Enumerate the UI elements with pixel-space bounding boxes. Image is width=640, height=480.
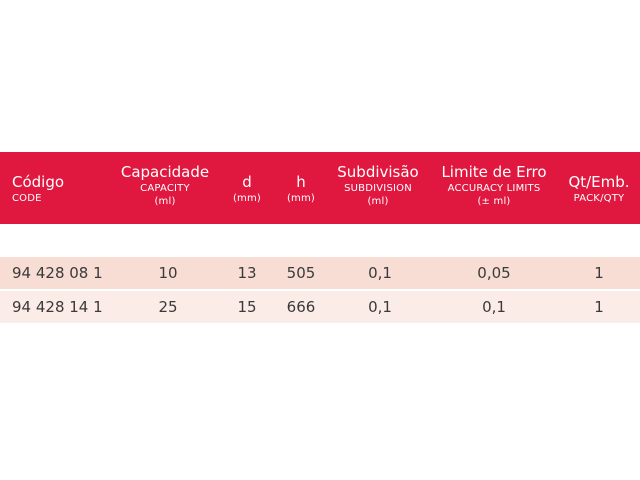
header-pack-qty-title: Qt/Emb. — [568, 173, 630, 191]
cell-pack-qty: 1 — [594, 264, 604, 282]
cell-capacity: 25 — [158, 298, 178, 316]
header-accuracy-unit: (± ml) — [477, 196, 511, 207]
header-diameter: d (mm) — [228, 152, 266, 245]
header-code-subtitle: CODE — [12, 193, 42, 204]
table-row: 94 428 14 1 25 15 666 0,1 0,1 1 — [0, 291, 640, 323]
header-pack-qty: Qt/Emb. PACK/QTY — [560, 152, 638, 245]
header-subdivision: Subdivisão SUBDIVISION (ml) — [330, 152, 426, 235]
header-subdivision-title: Subdivisão — [337, 163, 419, 181]
cell-diameter: 15 — [237, 298, 257, 316]
table-row: 94 428 08 1 10 13 505 0,1 0,05 1 — [0, 257, 640, 289]
header-accuracy-subtitle: ACCURACY LIMITS — [447, 183, 541, 194]
header-capacity: Capacidade CAPACITY (ml) — [112, 152, 218, 235]
header-code-title: Código — [12, 173, 65, 191]
header-capacity-title: Capacidade — [120, 163, 210, 181]
cell-diameter: 13 — [237, 264, 257, 282]
cell-capacity: 10 — [158, 264, 178, 282]
header-diameter-unit: (mm) — [232, 193, 262, 204]
header-diameter-title: d — [242, 173, 252, 191]
cell-subdivision: 0,1 — [368, 298, 392, 316]
table-header: Código CODE Capacidade CAPACITY (ml) d (… — [0, 152, 640, 224]
cell-height: 505 — [286, 264, 316, 282]
header-capacity-unit: (ml) — [154, 196, 176, 207]
header-height-unit: (mm) — [286, 193, 316, 204]
header-subdivision-unit: (ml) — [367, 196, 389, 207]
header-subdivision-subtitle: SUBDIVISION — [344, 183, 412, 194]
cell-subdivision: 0,1 — [368, 264, 392, 282]
header-height: h (mm) — [280, 152, 322, 245]
cell-accuracy: 0,1 — [482, 298, 506, 316]
header-accuracy: Limite de Erro ACCURACY LIMITS (± ml) — [432, 152, 556, 235]
cell-height: 666 — [286, 298, 316, 316]
cell-code: 94 428 14 1 — [12, 298, 103, 316]
cell-pack-qty: 1 — [594, 298, 604, 316]
cell-accuracy: 0,05 — [477, 264, 511, 282]
header-pack-qty-subtitle: PACK/QTY — [573, 193, 625, 204]
header-height-title: h — [296, 173, 306, 191]
header-capacity-subtitle: CAPACITY — [140, 183, 190, 194]
header-code: Código CODE — [12, 152, 102, 245]
header-accuracy-title: Limite de Erro — [441, 163, 547, 181]
cell-code: 94 428 08 1 — [12, 264, 103, 282]
